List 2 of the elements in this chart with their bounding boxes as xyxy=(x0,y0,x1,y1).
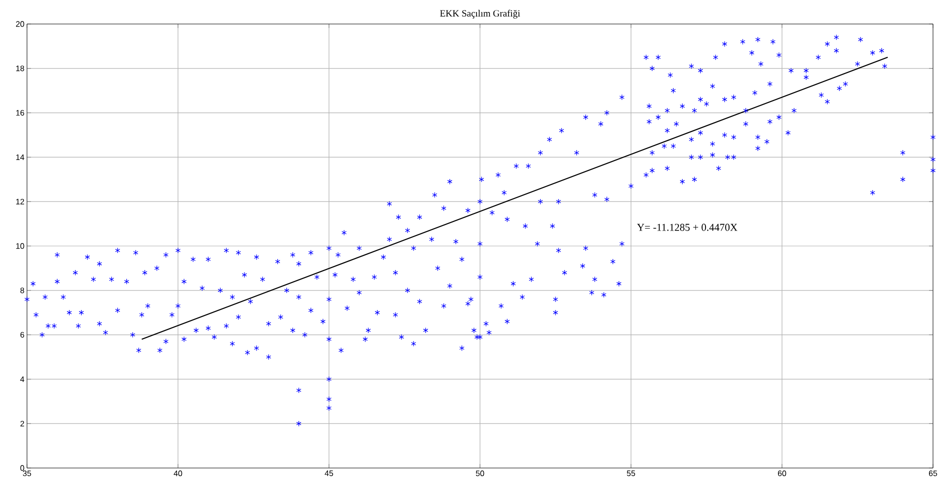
annotation: Y= -11.1285 + 0.4470X xyxy=(637,224,738,231)
chart-title: EKK Saçılım Grafiği xyxy=(440,10,520,19)
